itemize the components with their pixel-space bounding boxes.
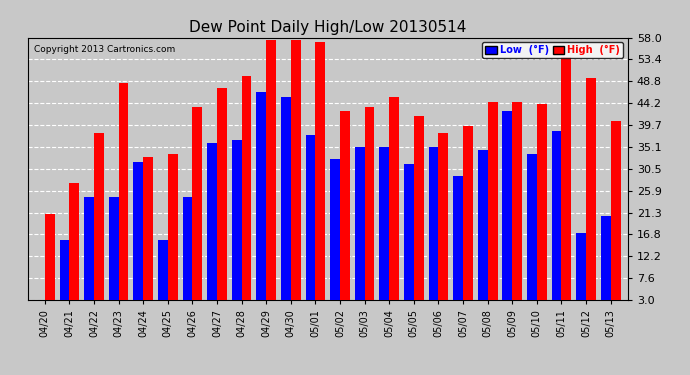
Bar — [488, 102, 497, 300]
Bar — [306, 135, 315, 300]
Bar — [217, 88, 227, 300]
Bar — [340, 111, 350, 300]
Bar — [207, 142, 217, 300]
Title: Dew Point Daily High/Low 20130514: Dew Point Daily High/Low 20130514 — [189, 20, 466, 35]
Bar — [94, 133, 104, 300]
Bar — [576, 233, 586, 300]
Legend: Low  (°F), High  (°F): Low (°F), High (°F) — [482, 42, 623, 58]
Bar — [611, 121, 620, 300]
Bar — [586, 78, 596, 300]
Bar — [232, 140, 241, 300]
Bar — [84, 197, 94, 300]
Bar — [241, 76, 251, 300]
Bar — [158, 240, 168, 300]
Bar — [168, 154, 178, 300]
Bar — [133, 162, 144, 300]
Bar — [257, 92, 266, 300]
Bar — [551, 130, 562, 300]
Bar — [315, 42, 325, 300]
Bar — [502, 111, 512, 300]
Bar — [537, 104, 546, 300]
Text: Copyright 2013 Cartronics.com: Copyright 2013 Cartronics.com — [34, 45, 175, 54]
Bar — [438, 133, 449, 300]
Bar — [512, 102, 522, 300]
Bar — [109, 197, 119, 300]
Bar — [281, 97, 291, 300]
Bar — [45, 214, 55, 300]
Bar — [364, 107, 375, 300]
Bar — [59, 240, 70, 300]
Bar — [389, 97, 399, 300]
Bar — [404, 164, 414, 300]
Bar — [119, 83, 128, 300]
Bar — [144, 157, 153, 300]
Bar — [380, 147, 389, 300]
Bar — [331, 159, 340, 300]
Bar — [562, 57, 571, 300]
Bar — [414, 116, 424, 300]
Bar — [70, 183, 79, 300]
Bar — [478, 150, 488, 300]
Bar — [193, 107, 202, 300]
Bar — [463, 126, 473, 300]
Bar — [355, 147, 364, 300]
Bar — [453, 176, 463, 300]
Bar — [183, 197, 193, 300]
Bar — [428, 147, 438, 300]
Bar — [601, 216, 611, 300]
Bar — [527, 154, 537, 300]
Bar — [291, 40, 301, 300]
Bar — [266, 40, 276, 300]
